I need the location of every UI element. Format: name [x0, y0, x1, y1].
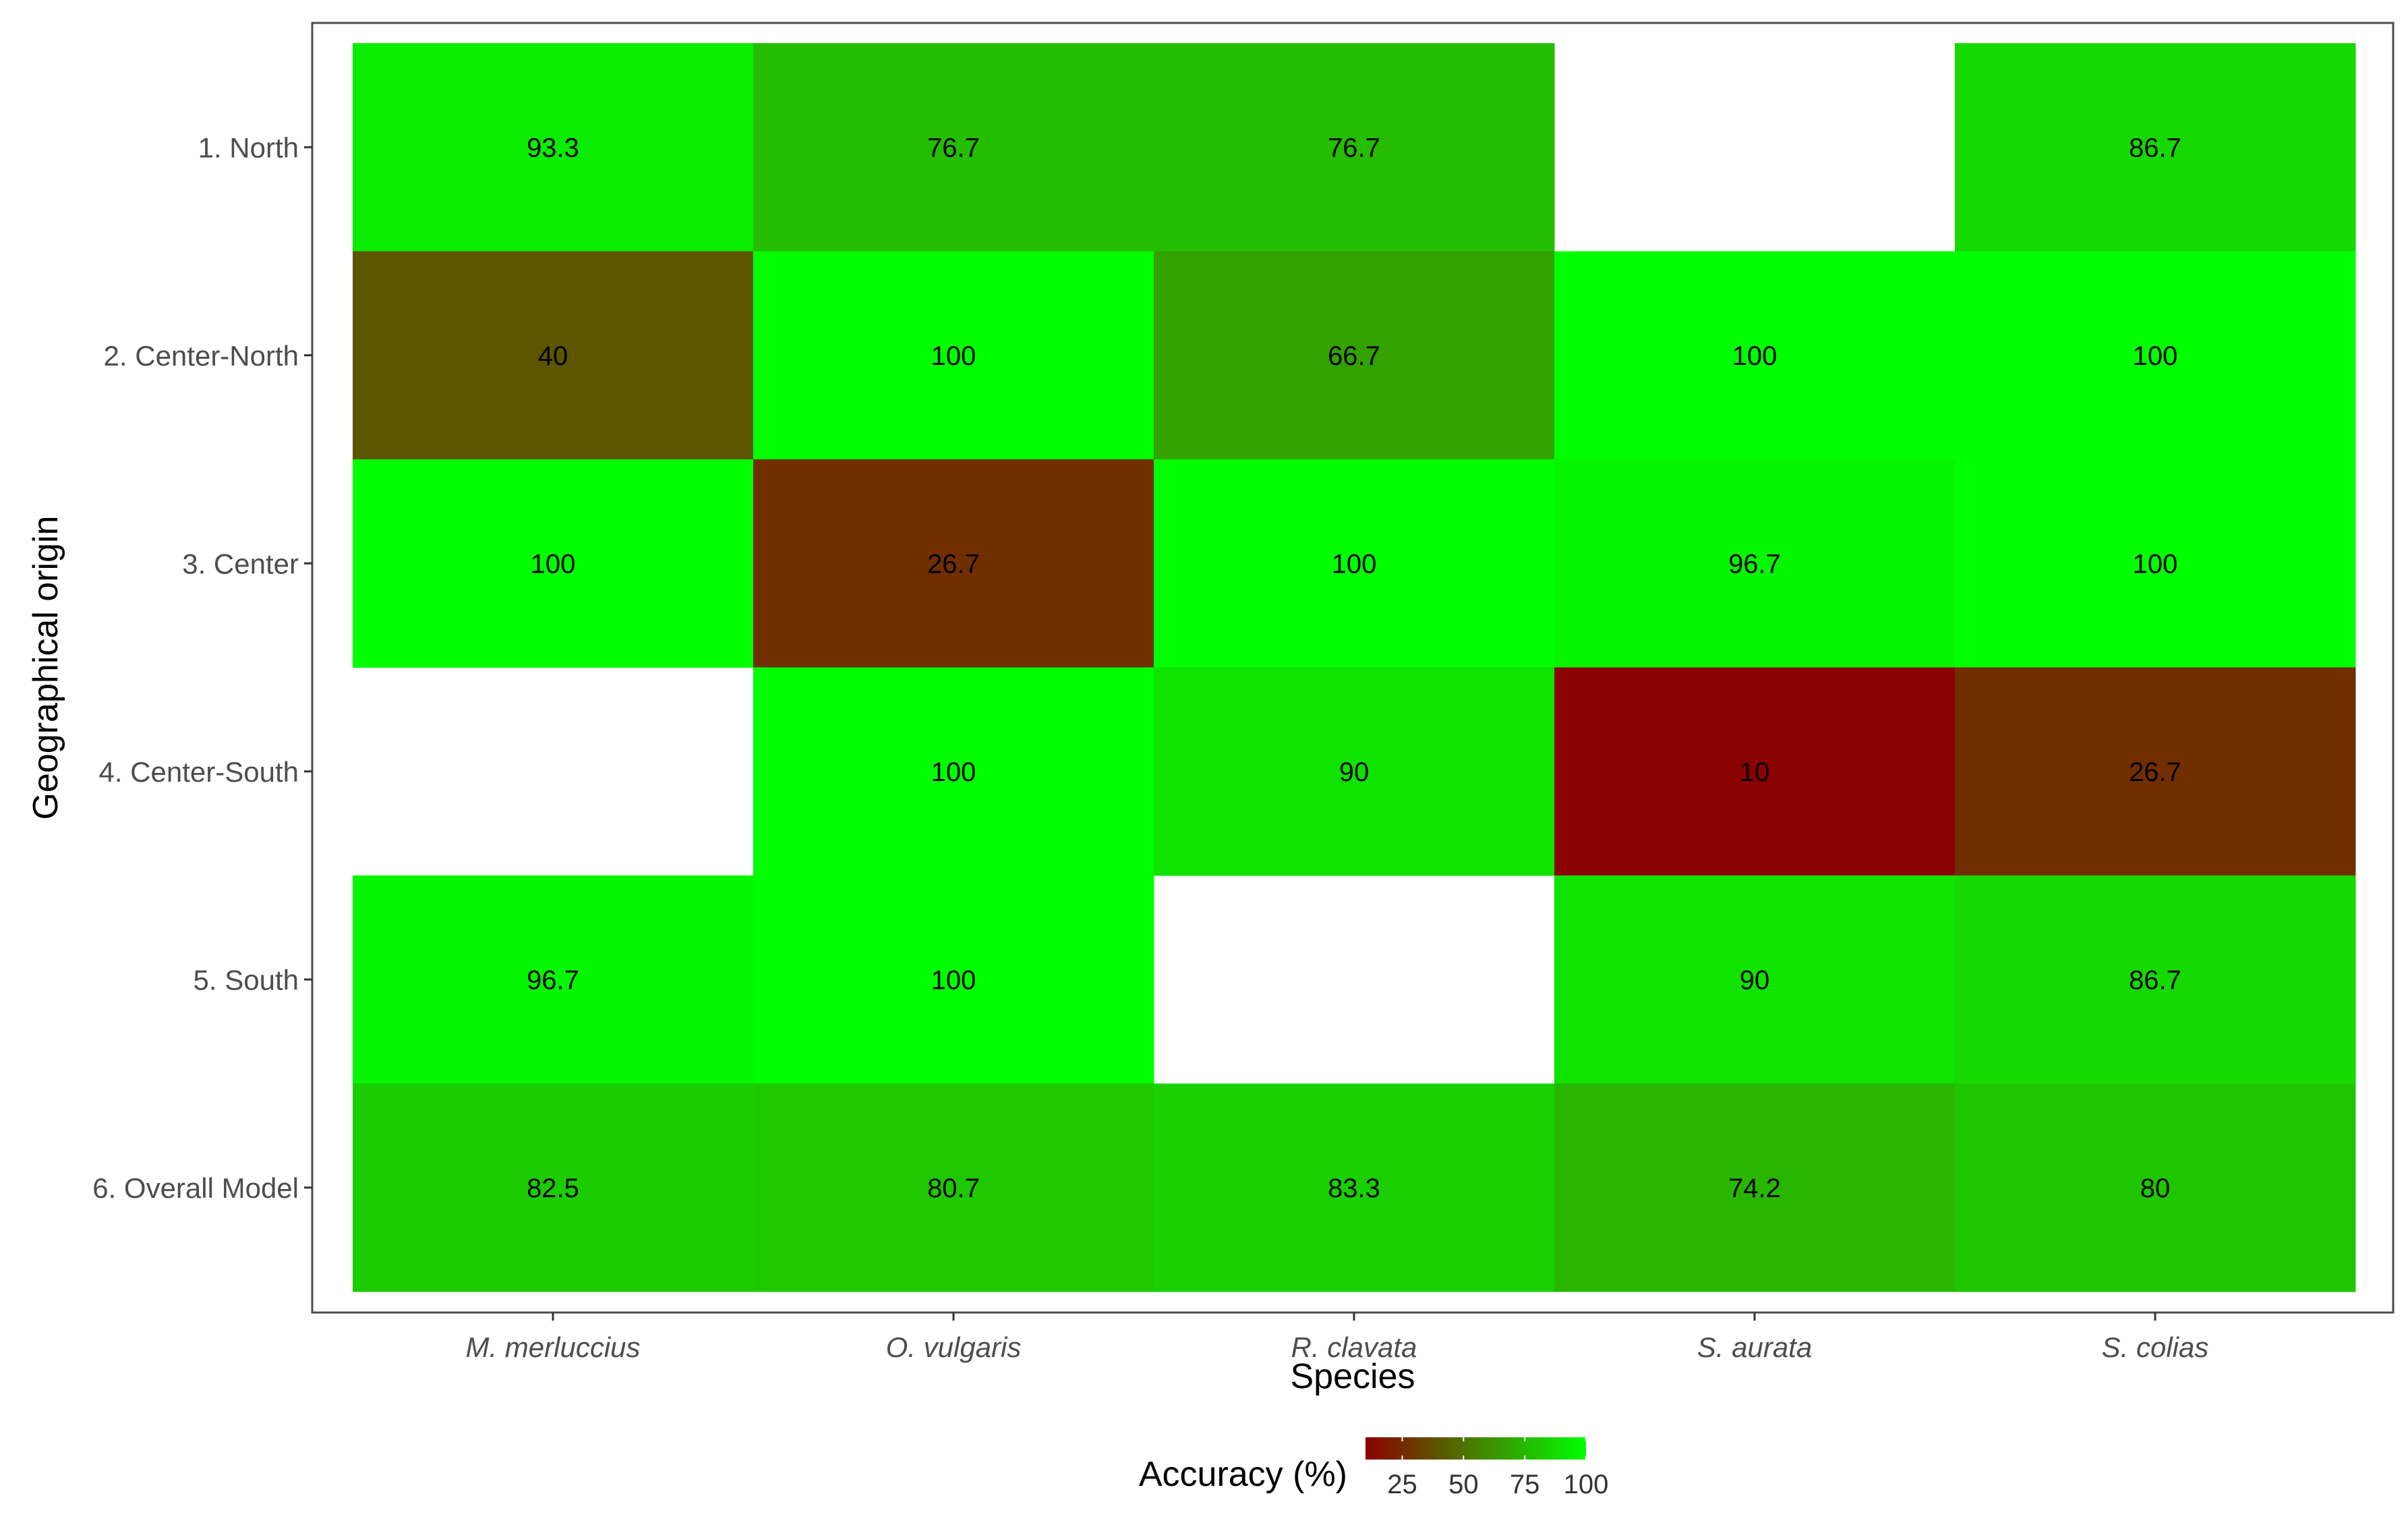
cell-value-label: 100: [1732, 341, 1778, 371]
cell-value-label: 86.7: [2129, 965, 2181, 995]
cell-value-label: 26.7: [2129, 757, 2181, 787]
legend-tick-label: 25: [1387, 1470, 1417, 1499]
cell-value-label: 80.7: [927, 1174, 980, 1203]
heatmap-cell: [1154, 1083, 1555, 1292]
cell-value-label: 10: [1740, 757, 1770, 787]
x-axis-title: Species: [1291, 1357, 1415, 1396]
heatmap-cell: [353, 43, 754, 252]
heatmap-cell: [753, 875, 1154, 1084]
cell-value-label: 76.7: [927, 133, 980, 163]
legend-title: Accuracy (%): [1139, 1455, 1347, 1494]
x-tick-label: R. clavata: [1291, 1331, 1417, 1363]
heatmap-cell: [1554, 1083, 1956, 1292]
legend: Accuracy (%) 25 50 75 100: [1139, 1437, 1608, 1499]
cell-value-label: 100: [1332, 549, 1377, 579]
heatmap-cell: [1955, 251, 2356, 460]
heatmap-cell: [1154, 43, 1555, 252]
y-tick-label: 4. Center-South: [98, 756, 299, 788]
heatmap-cell: [353, 459, 754, 668]
y-tick-label: 6. Overall Model: [92, 1172, 299, 1204]
cell-value-label: 100: [2133, 549, 2178, 579]
cell-value-label: 26.7: [927, 549, 980, 579]
heatmap-cell: [1955, 459, 2356, 668]
y-tick-label: 5. South: [194, 964, 299, 996]
y-tick-label: 3. Center: [182, 548, 299, 579]
heatmap-cell: [753, 667, 1154, 876]
heatmap-cell: [753, 251, 1154, 460]
heatmap-cell: [1554, 875, 1956, 1084]
heatmap-cell-labels: 93.3 76.7 76.7 86.7 40 100 66.7 100 100 100 26.7 10…: [527, 133, 2181, 1203]
heatmap-cell: [1955, 1083, 2356, 1292]
heatmap-cell: [1955, 43, 2356, 252]
heatmap-cell: [1154, 459, 1555, 668]
cell-value-label: 100: [931, 341, 976, 371]
legend-tick-label: 50: [1448, 1470, 1479, 1499]
heatmap-cell: [1955, 667, 2356, 876]
heatmap-cell: [753, 459, 1154, 668]
heatmap-cell: [1154, 667, 1555, 876]
cell-value-label: 66.7: [1328, 341, 1380, 371]
x-tick-label: O. vulgaris: [886, 1331, 1022, 1363]
heatmap-cell: [753, 1083, 1154, 1292]
legend-tick-label: 75: [1510, 1470, 1540, 1499]
cell-value-label: 74.2: [1728, 1174, 1781, 1203]
cell-value-label: 93.3: [527, 133, 579, 163]
y-axis-title: Geographical origin: [26, 516, 65, 820]
cell-value-label: 80: [2140, 1174, 2171, 1203]
x-tick-label: M. merluccius: [465, 1331, 640, 1363]
y-tick-label: 2. Center-North: [104, 340, 299, 372]
x-tick-label: S. aurata: [1697, 1331, 1812, 1363]
cell-value-label: 86.7: [2129, 133, 2181, 163]
y-axis: 1. North 2. Center-North 3. Center 4. Cente…: [92, 132, 312, 1204]
heatmap-cell: [1554, 251, 1956, 460]
cell-value-label: 40: [538, 341, 568, 371]
cell-value-label: 100: [931, 965, 976, 995]
heatmap-cell: [1554, 667, 1956, 876]
heatmap-cell: [353, 875, 754, 1084]
cell-value-label: 90: [1740, 965, 1770, 995]
cell-value-label: 76.7: [1328, 133, 1380, 163]
heatmap-cell: [753, 43, 1154, 252]
y-tick-label: 1. North: [198, 132, 299, 163]
cell-value-label: 96.7: [527, 965, 579, 995]
cell-value-label: 96.7: [1728, 549, 1781, 579]
cell-value-label: 82.5: [527, 1174, 579, 1203]
cell-value-label: 100: [531, 549, 576, 579]
x-axis: M. merluccius O. vulgaris R. clavata S. aur…: [465, 1313, 2208, 1363]
legend-tick-label: 100: [1564, 1470, 1609, 1499]
cell-value-label: 90: [1339, 757, 1370, 787]
cell-value-label: 100: [931, 757, 976, 787]
legend-colorbar: [1365, 1437, 1586, 1460]
heatmap-cells: [353, 43, 2356, 1292]
legend-ticks: 25 50 75 100: [1387, 1437, 1608, 1499]
heatmap-cell: [1554, 459, 1956, 668]
heatmap-cell: [353, 251, 754, 460]
heatmap-cell: [1955, 875, 2356, 1084]
x-tick-label: S. colias: [2102, 1331, 2209, 1363]
cell-value-label: 83.3: [1328, 1174, 1380, 1203]
heatmap-cell: [1154, 251, 1555, 460]
cell-value-label: 100: [2133, 341, 2178, 371]
heatmap-cell: [353, 1083, 754, 1292]
